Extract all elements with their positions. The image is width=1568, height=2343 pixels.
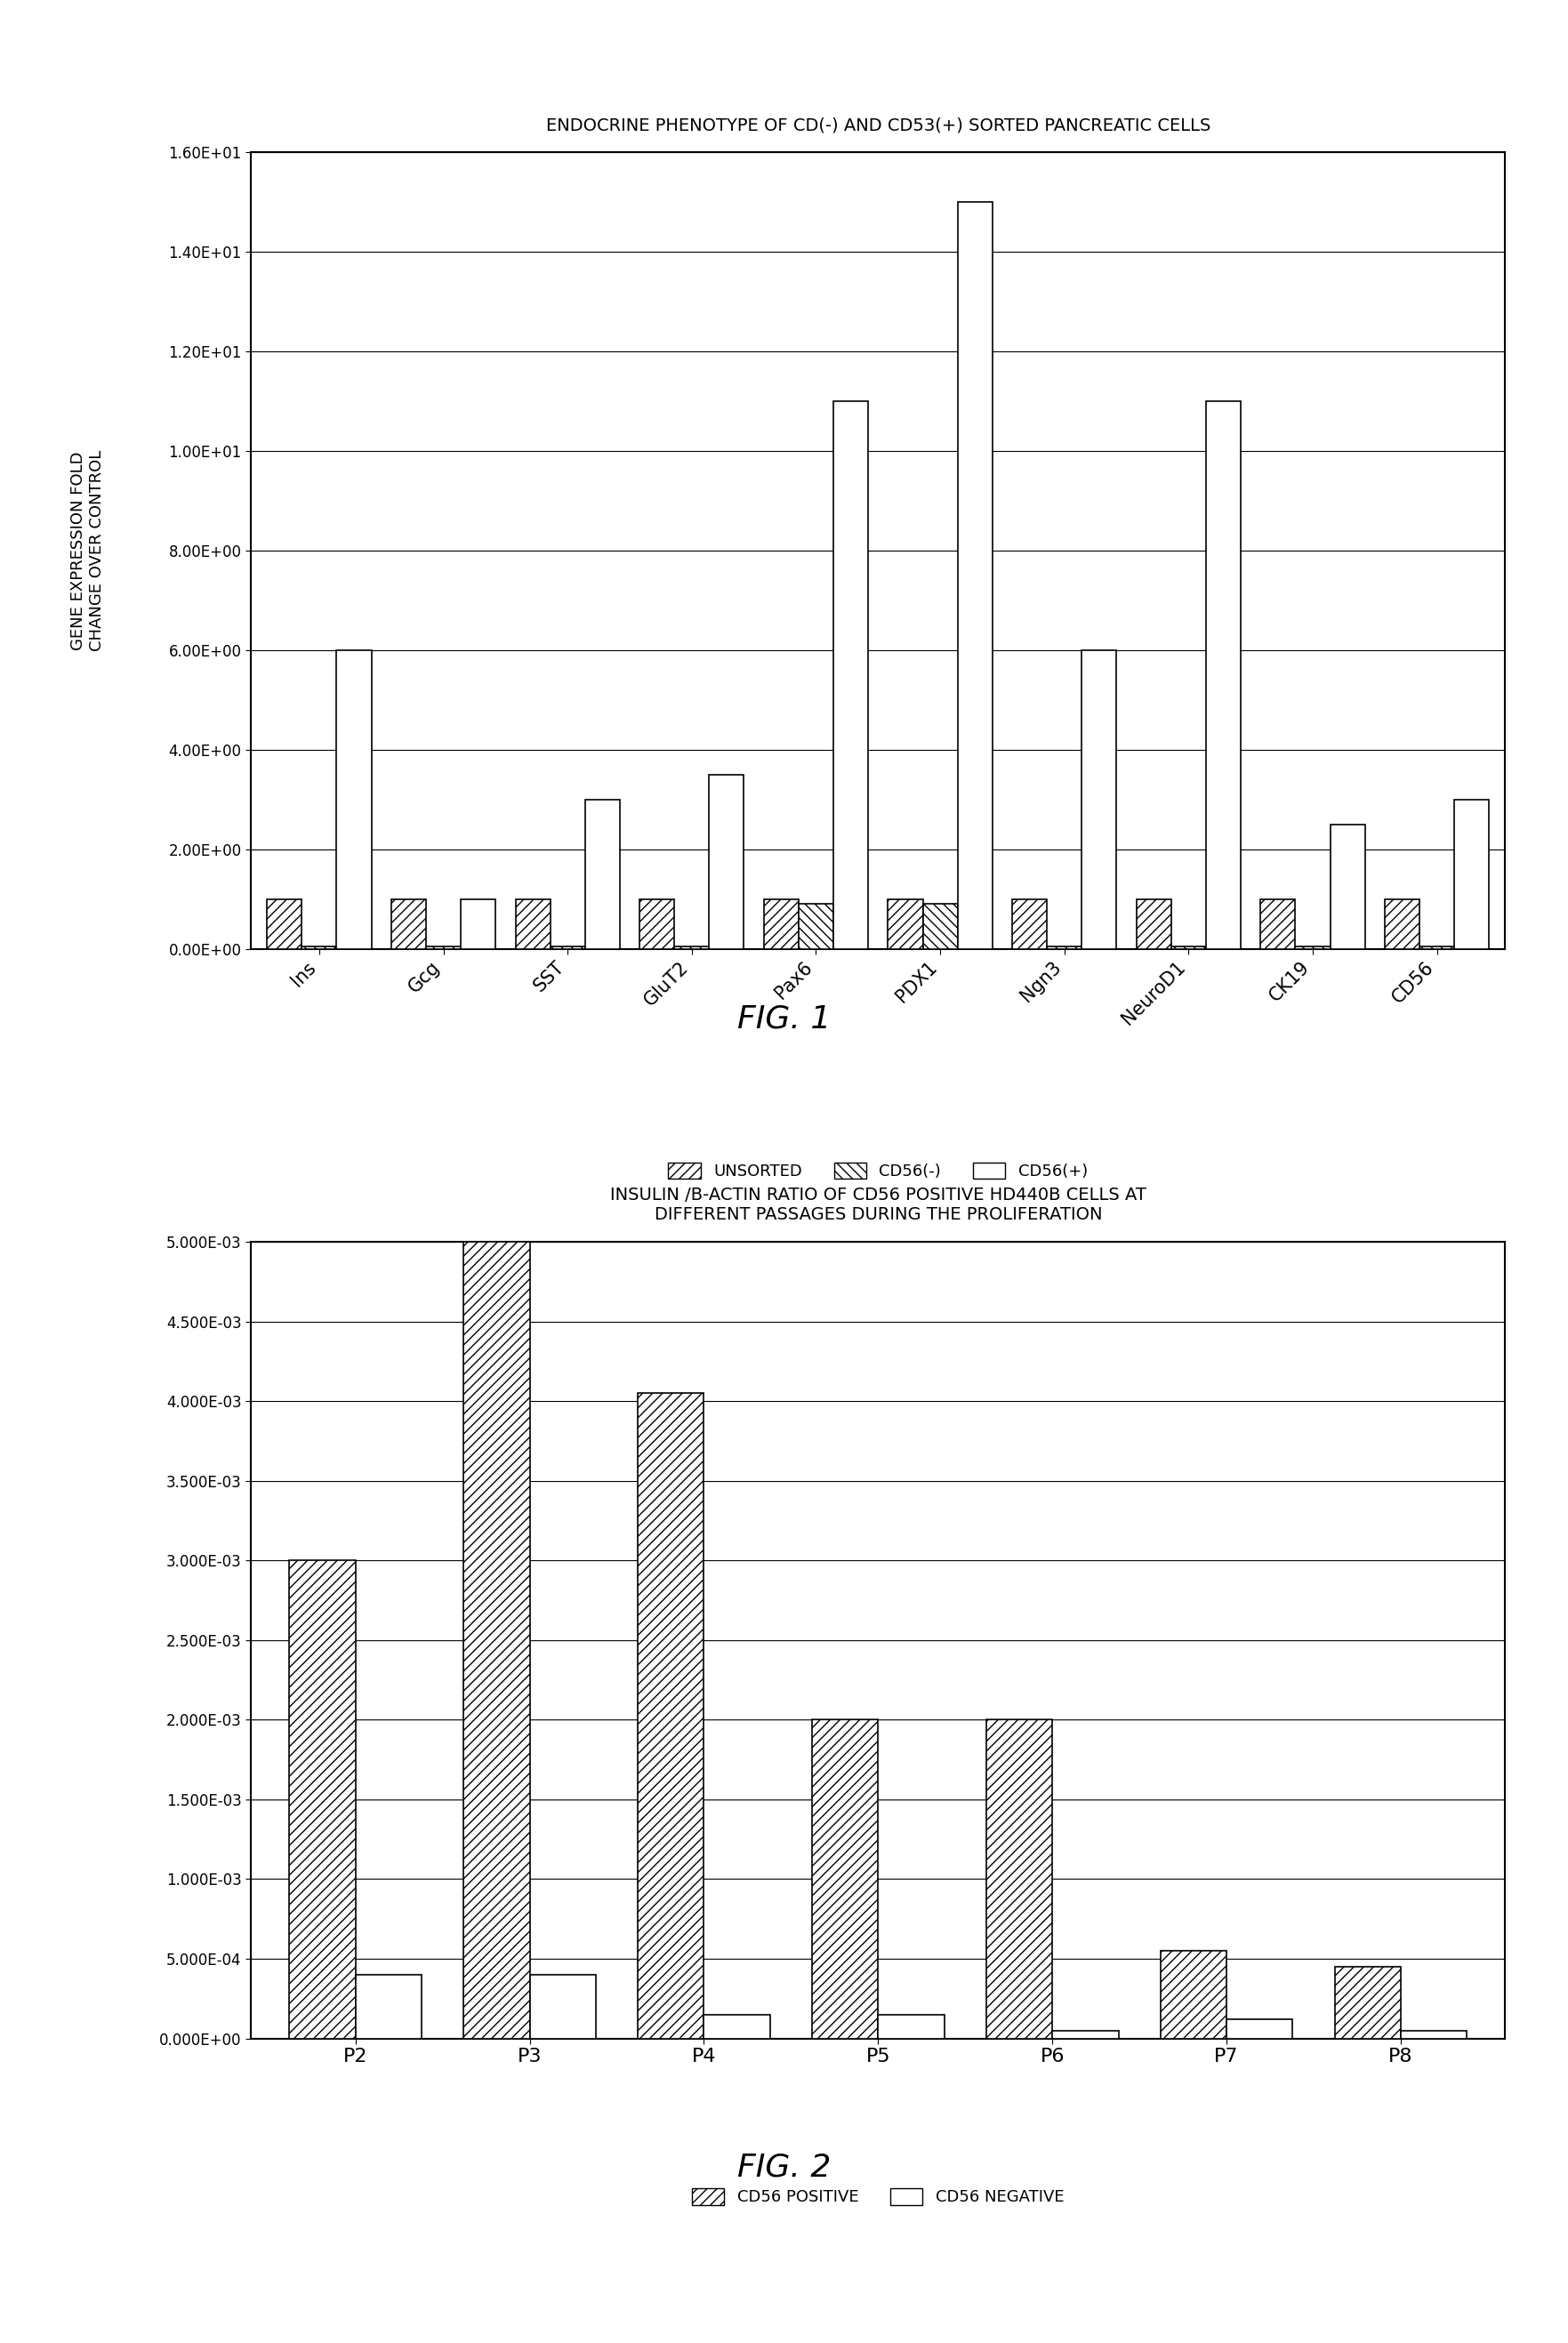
Bar [812, 1720, 878, 2038]
Bar [1206, 401, 1240, 949]
Bar [986, 1720, 1052, 2038]
Bar [833, 401, 869, 949]
Bar [1160, 1952, 1226, 2038]
Bar [1330, 825, 1364, 949]
Bar [704, 2015, 770, 2038]
Bar [1082, 649, 1116, 949]
Bar [1047, 947, 1082, 949]
Bar [1455, 799, 1490, 949]
Bar [464, 1242, 530, 2038]
Bar [585, 799, 619, 949]
Legend: UNSORTED, CD56(-), CD56(+): UNSORTED, CD56(-), CD56(+) [662, 1155, 1094, 1186]
Bar [516, 900, 550, 949]
Text: FIG. 1: FIG. 1 [737, 1005, 831, 1033]
Bar [1226, 2020, 1292, 2038]
Bar [337, 649, 372, 949]
Bar [1052, 2031, 1118, 2038]
Bar [1261, 900, 1295, 949]
Bar [530, 1975, 596, 2038]
Bar [638, 1394, 704, 2038]
Text: GENE EXPRESSION FOLD
CHANGE OVER CONTROL: GENE EXPRESSION FOLD CHANGE OVER CONTROL [71, 450, 105, 651]
Legend: CD56 POSITIVE, CD56 NEGATIVE: CD56 POSITIVE, CD56 NEGATIVE [685, 2181, 1071, 2212]
Bar [267, 900, 301, 949]
Bar [878, 2015, 944, 2038]
Title: ENDOCRINE PHENOTYPE OF CD(-) AND CD53(+) SORTED PANCREATIC CELLS: ENDOCRINE PHENOTYPE OF CD(-) AND CD53(+)… [546, 117, 1210, 134]
Bar [640, 900, 674, 949]
Bar [301, 947, 337, 949]
Bar [958, 201, 993, 949]
Bar [798, 904, 833, 949]
Bar [1171, 947, 1206, 949]
Bar [924, 904, 958, 949]
Bar [392, 900, 426, 949]
Bar [764, 900, 798, 949]
Bar [1334, 1966, 1400, 2038]
Bar [674, 947, 709, 949]
Bar [1419, 947, 1455, 949]
Bar [461, 900, 495, 949]
Bar [1400, 2031, 1468, 2038]
Text: FIG. 2: FIG. 2 [737, 2153, 831, 2181]
Bar [887, 900, 924, 949]
Bar [1295, 947, 1330, 949]
Bar [356, 1975, 422, 2038]
Title: INSULIN /B-ACTIN RATIO OF CD56 POSITIVE HD440B CELLS AT
DIFFERENT PASSAGES DURIN: INSULIN /B-ACTIN RATIO OF CD56 POSITIVE … [610, 1186, 1146, 1223]
Bar [426, 947, 461, 949]
Bar [1137, 900, 1171, 949]
Bar [1013, 900, 1047, 949]
Bar [550, 947, 585, 949]
Bar [289, 1560, 356, 2038]
Bar [1385, 900, 1419, 949]
Bar [709, 776, 743, 949]
